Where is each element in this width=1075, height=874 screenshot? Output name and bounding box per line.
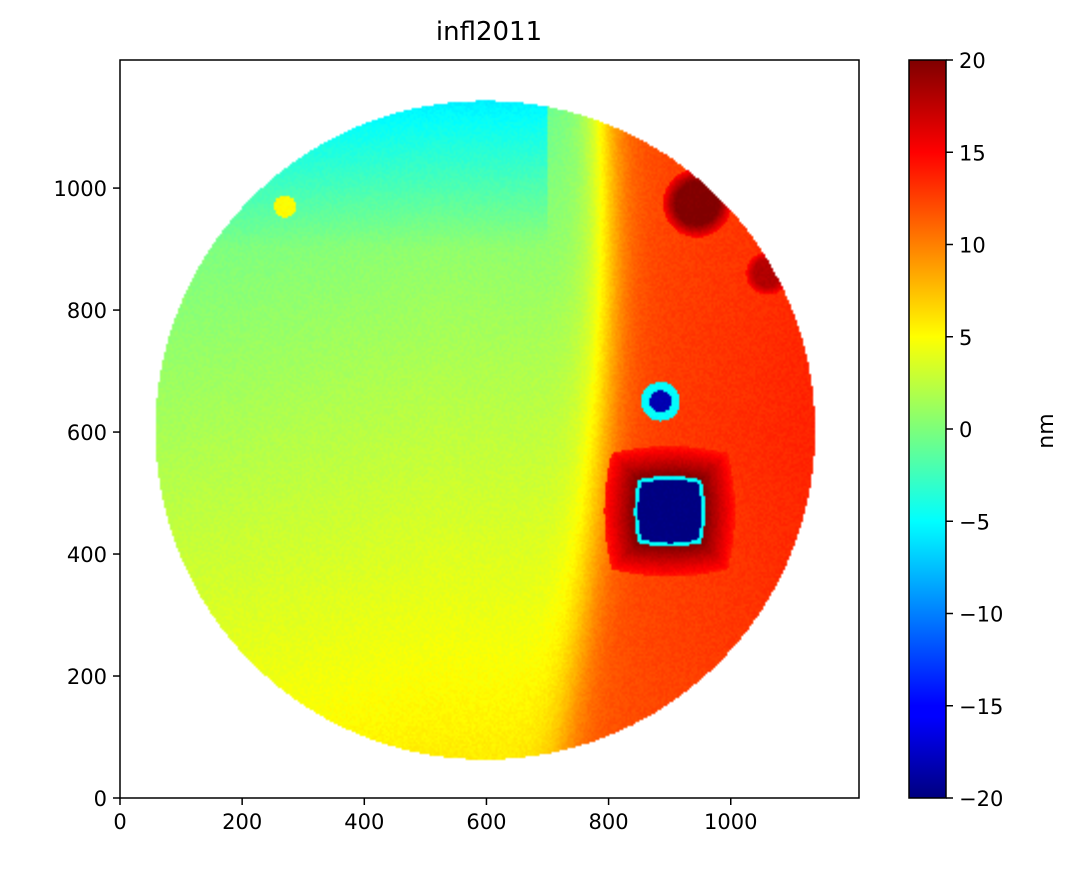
x-tick-label: 0: [113, 810, 126, 834]
y-axis: 0 200 400 600 800 1000: [54, 177, 120, 811]
x-axis: 0 200 400 600 800 1000: [113, 798, 757, 834]
colorbar-tick-label: −10: [959, 603, 1003, 627]
y-tick-label: 0: [94, 787, 107, 811]
colorbar-tick-label: −5: [959, 510, 990, 534]
colorbar-label: nm: [1034, 413, 1059, 448]
y-tick-label: 200: [67, 665, 107, 689]
colorbar: 20 15 10 5 0 −5 −10 −15 −20 nm: [908, 49, 1059, 811]
y-tick-label: 400: [67, 543, 107, 567]
colorbar-fill: [909, 60, 946, 798]
plot-frame: [119, 59, 860, 799]
heatmap-image: [120, 60, 859, 798]
x-tick-label: 200: [222, 810, 262, 834]
colorbar-tick-label: 20: [959, 49, 986, 73]
colorbar-tick-label: 15: [959, 141, 986, 165]
plot-area: [119, 59, 860, 799]
colorbar-tick-label: −20: [959, 787, 1003, 811]
x-tick-label: 800: [589, 810, 629, 834]
colorbar-tick-label: 5: [959, 326, 972, 350]
colorbar-tick-label: 0: [959, 418, 972, 442]
x-tick-label: 1000: [704, 810, 757, 834]
colorbar-tick-label: 10: [959, 234, 986, 258]
x-tick-label: 400: [344, 810, 384, 834]
y-tick-label: 1000: [54, 177, 107, 201]
y-tick-label: 600: [67, 421, 107, 445]
x-tick-label: 600: [466, 810, 506, 834]
colorbar-tick-label: −15: [959, 695, 1003, 719]
chart-title: infl2011: [436, 17, 542, 47]
y-tick-label: 800: [67, 299, 107, 323]
colorbar-ticks: 20 15 10 5 0 −5 −10 −15 −20: [946, 49, 1003, 811]
